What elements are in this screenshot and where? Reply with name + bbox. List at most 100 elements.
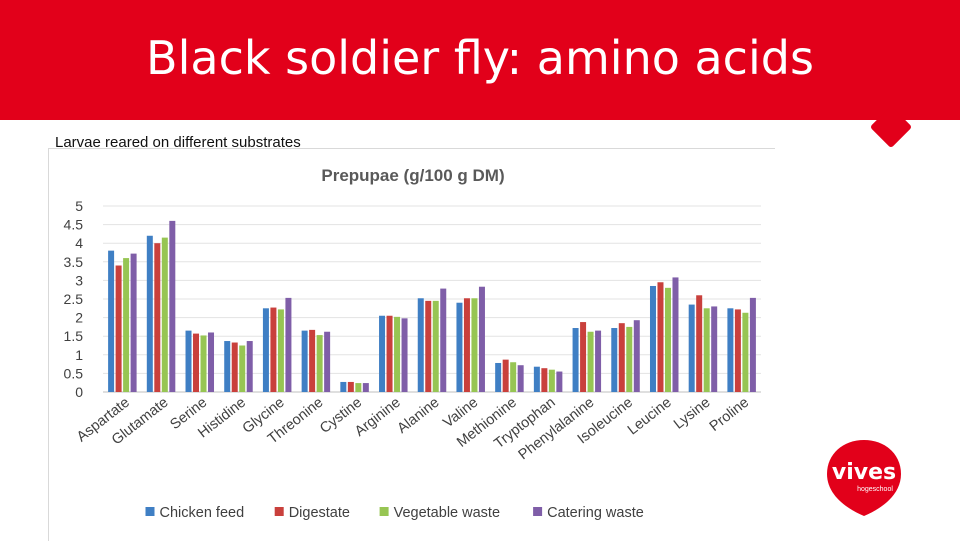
bar-alanine-series-2: [425, 300, 432, 392]
bar-histidine-series-4: [246, 341, 253, 392]
bar-leucine-series-1: [649, 285, 656, 392]
bar-phenylalanine-series-2: [580, 322, 587, 392]
legend-label: Digestate: [289, 505, 350, 521]
y-tick-label: 4: [75, 235, 83, 251]
bar-lysine-series-4: [711, 306, 718, 392]
bar-valine-series-2: [463, 298, 470, 392]
bar-histidine-series-2: [231, 342, 238, 392]
bar-threonine-series-1: [301, 330, 308, 392]
bar-arginine-series-3: [394, 316, 401, 392]
y-tick-label: 0.5: [64, 365, 84, 381]
bar-glutamate-series-4: [169, 220, 176, 392]
bar-leucine-series-2: [657, 282, 664, 392]
bar-lysine-series-2: [696, 295, 703, 392]
bar-proline-series-1: [727, 308, 734, 392]
bar-valine-series-4: [478, 286, 485, 392]
bar-aspartate-series-2: [115, 265, 122, 392]
legend-label: Catering waste: [547, 505, 644, 521]
bar-aspartate-series-1: [108, 250, 115, 392]
bar-threonine-series-3: [316, 335, 323, 392]
bar-phenylalanine-series-4: [595, 330, 602, 392]
bar-aspartate-series-3: [123, 258, 130, 392]
chart-title: Prepupae (g/100 g DM): [321, 166, 504, 185]
bar-threonine-series-2: [309, 329, 316, 392]
bar-glycine-series-2: [270, 307, 277, 392]
bar-isoleucine-series-2: [618, 323, 625, 392]
y-tick-label: 5: [75, 198, 83, 214]
y-tick-label: 1.5: [64, 328, 84, 344]
bar-serine-series-1: [185, 330, 192, 392]
bar-leucine-series-4: [672, 277, 679, 392]
y-tick-label: 2.5: [64, 291, 84, 307]
bar-lysine-series-3: [703, 308, 710, 392]
bar-tryptophan-series-1: [533, 366, 540, 392]
bar-arginine-series-2: [386, 315, 393, 392]
bar-glycine-series-4: [285, 297, 292, 392]
bar-isoleucine-series-1: [611, 328, 618, 392]
bar-cystine-series-4: [362, 383, 369, 392]
bar-glutamate-series-2: [154, 243, 161, 392]
y-tick-label: 1: [75, 347, 83, 363]
x-tick-label: Leucine: [625, 395, 675, 439]
bar-histidine-series-1: [224, 341, 231, 392]
bar-methionine-series-1: [495, 362, 502, 392]
bar-glutamate-series-3: [161, 237, 168, 392]
bar-tryptophan-series-4: [556, 371, 563, 392]
bar-alanine-series-1: [417, 298, 424, 392]
bar-cystine-series-2: [347, 381, 354, 392]
bar-arginine-series-4: [401, 318, 408, 392]
bar-aspartate-series-4: [130, 253, 137, 392]
bar-proline-series-4: [749, 297, 756, 392]
bar-methionine-series-3: [510, 362, 517, 392]
logo-wordmark: vives: [832, 460, 896, 485]
x-axis-tick-labels: AspartateGlutamateSerineHistidineGlycine…: [74, 395, 752, 464]
y-tick-label: 3.5: [64, 254, 84, 270]
bar-histidine-series-3: [239, 345, 246, 392]
y-tick-label: 3: [75, 272, 83, 288]
bar-phenylalanine-series-1: [572, 328, 579, 392]
bar-serine-series-4: [208, 332, 215, 392]
legend-label: Vegetable waste: [394, 505, 500, 521]
legend-swatch: [533, 507, 543, 516]
bar-glutamate-series-1: [146, 235, 153, 392]
bar-valine-series-3: [471, 298, 478, 392]
bar-tryptophan-series-2: [541, 368, 548, 392]
x-tick-label: Alanine: [394, 395, 442, 437]
bar-methionine-series-2: [502, 359, 509, 392]
bar-cystine-series-1: [340, 381, 347, 392]
slide-subtitle: Larvae reared on different substrates: [55, 134, 301, 151]
slide-title: Black soldier fly: amino acids: [146, 31, 814, 85]
legend: Chicken feed Digestate Vegetable waste Cate…: [145, 505, 644, 521]
bar-valine-series-1: [456, 302, 463, 392]
logo-tagline: hogeschool: [857, 486, 893, 493]
bar-cystine-series-3: [355, 383, 362, 392]
bar-phenylalanine-series-3: [587, 331, 594, 392]
bar-chart: Prepupae (g/100 g DM) 0 0.5 1 1.5 2 2.5 3 3.5 4 4…: [64, 166, 761, 521]
title-banner: [0, 0, 960, 120]
vives-logo: vives hogeschool: [827, 440, 901, 516]
chart-container: Prepupae (g/100 g DM) 0 0.5 1 1.5 2 2.5 3 3.5 4 4…: [48, 148, 775, 541]
bar-isoleucine-series-3: [626, 326, 633, 392]
y-tick-label: 4.5: [64, 217, 84, 233]
bar-serine-series-3: [200, 335, 207, 392]
bar-alanine-series-4: [440, 288, 447, 392]
bar-serine-series-2: [193, 333, 200, 392]
bar-methionine-series-4: [517, 365, 524, 392]
legend-label: Chicken feed: [160, 505, 245, 521]
y-tick-label: 0: [75, 384, 83, 400]
bar-threonine-series-4: [324, 331, 331, 392]
bar-glycine-series-3: [277, 309, 284, 392]
bar-glycine-series-1: [262, 308, 269, 392]
legend-swatch: [379, 507, 389, 516]
bar-alanine-series-3: [432, 300, 439, 392]
bar-leucine-series-3: [664, 287, 671, 392]
bar-isoleucine-series-4: [633, 320, 640, 392]
bar-tryptophan-series-3: [548, 369, 555, 392]
x-tick-label: Proline: [707, 395, 752, 435]
bar-arginine-series-1: [379, 315, 386, 392]
legend-swatch: [145, 507, 155, 516]
y-tick-label: 2: [75, 310, 83, 326]
bar-proline-series-3: [742, 312, 749, 392]
y-axis-tick-labels: 0 0.5 1 1.5 2 2.5 3 3.5 4 4.5 5: [64, 198, 84, 400]
bar-proline-series-2: [734, 309, 741, 392]
